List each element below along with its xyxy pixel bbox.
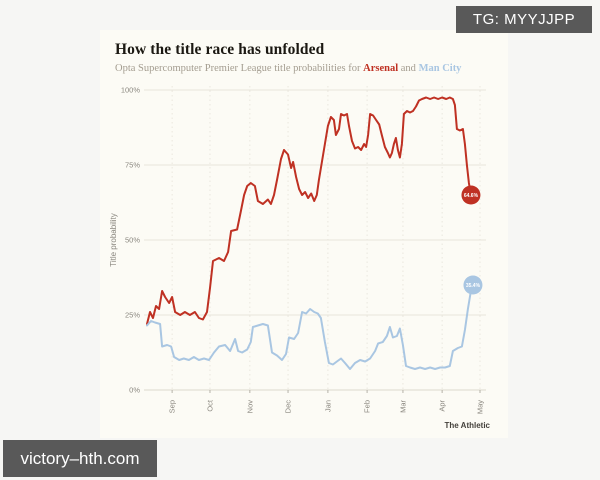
subtitle-prefix: Opta Supercomputer Premier League title …	[115, 63, 364, 74]
arsenal-end-badge	[461, 185, 481, 205]
title-race-line-chart: 0% 25% 50% 75% 100% Sep Oct Nov Dec Jan Feb Mar Apr M…	[109, 86, 491, 431]
arsenal-line	[146, 96, 472, 325]
x-tick-label: Oct	[205, 399, 214, 412]
y-tick-label: 75%	[125, 161, 140, 170]
man-city-end-label: 35.4%	[466, 283, 481, 289]
man-city-line	[146, 284, 474, 370]
x-tick-label: Dec	[284, 400, 293, 414]
chart-title: How the title race has unfolded	[115, 41, 325, 58]
chart-subtitle: Opta Supercomputer Premier League title …	[115, 63, 461, 74]
x-tick-label: Jan	[323, 400, 332, 412]
x-tick-label: Apr	[438, 399, 447, 411]
x-tick-label: Nov	[245, 400, 254, 414]
telegram-watermark-badge: TG: MYYJJPP	[456, 6, 592, 33]
athletic-attribution: The Athletic	[445, 421, 491, 430]
arsenal-label: Arsenal	[363, 63, 399, 74]
man-city-label: Man City	[418, 63, 462, 74]
x-tick-label: Sep	[168, 400, 177, 413]
y-axis-label: Title probability	[109, 213, 118, 267]
y-tick-label: 0%	[129, 386, 140, 395]
man-city-end-badge	[463, 275, 483, 295]
x-tick-label: May	[475, 400, 484, 414]
telegram-watermark-text: TG: MYYJJPP	[472, 11, 576, 28]
y-tick-label: 25%	[125, 311, 140, 320]
x-tick-label: Feb	[363, 400, 372, 413]
chart-card: How the title race has unfolded Opta Sup…	[100, 30, 508, 438]
y-tick-label: 100%	[121, 86, 141, 95]
website-watermark-badge: victory–hth.com	[3, 440, 157, 477]
y-tick-label: 50%	[125, 236, 140, 245]
website-watermark-text: victory–hth.com	[20, 448, 140, 468]
arsenal-end-label: 64.6%	[464, 193, 479, 199]
x-tick-label: Mar	[398, 400, 407, 413]
subtitle-and: and	[398, 63, 419, 74]
